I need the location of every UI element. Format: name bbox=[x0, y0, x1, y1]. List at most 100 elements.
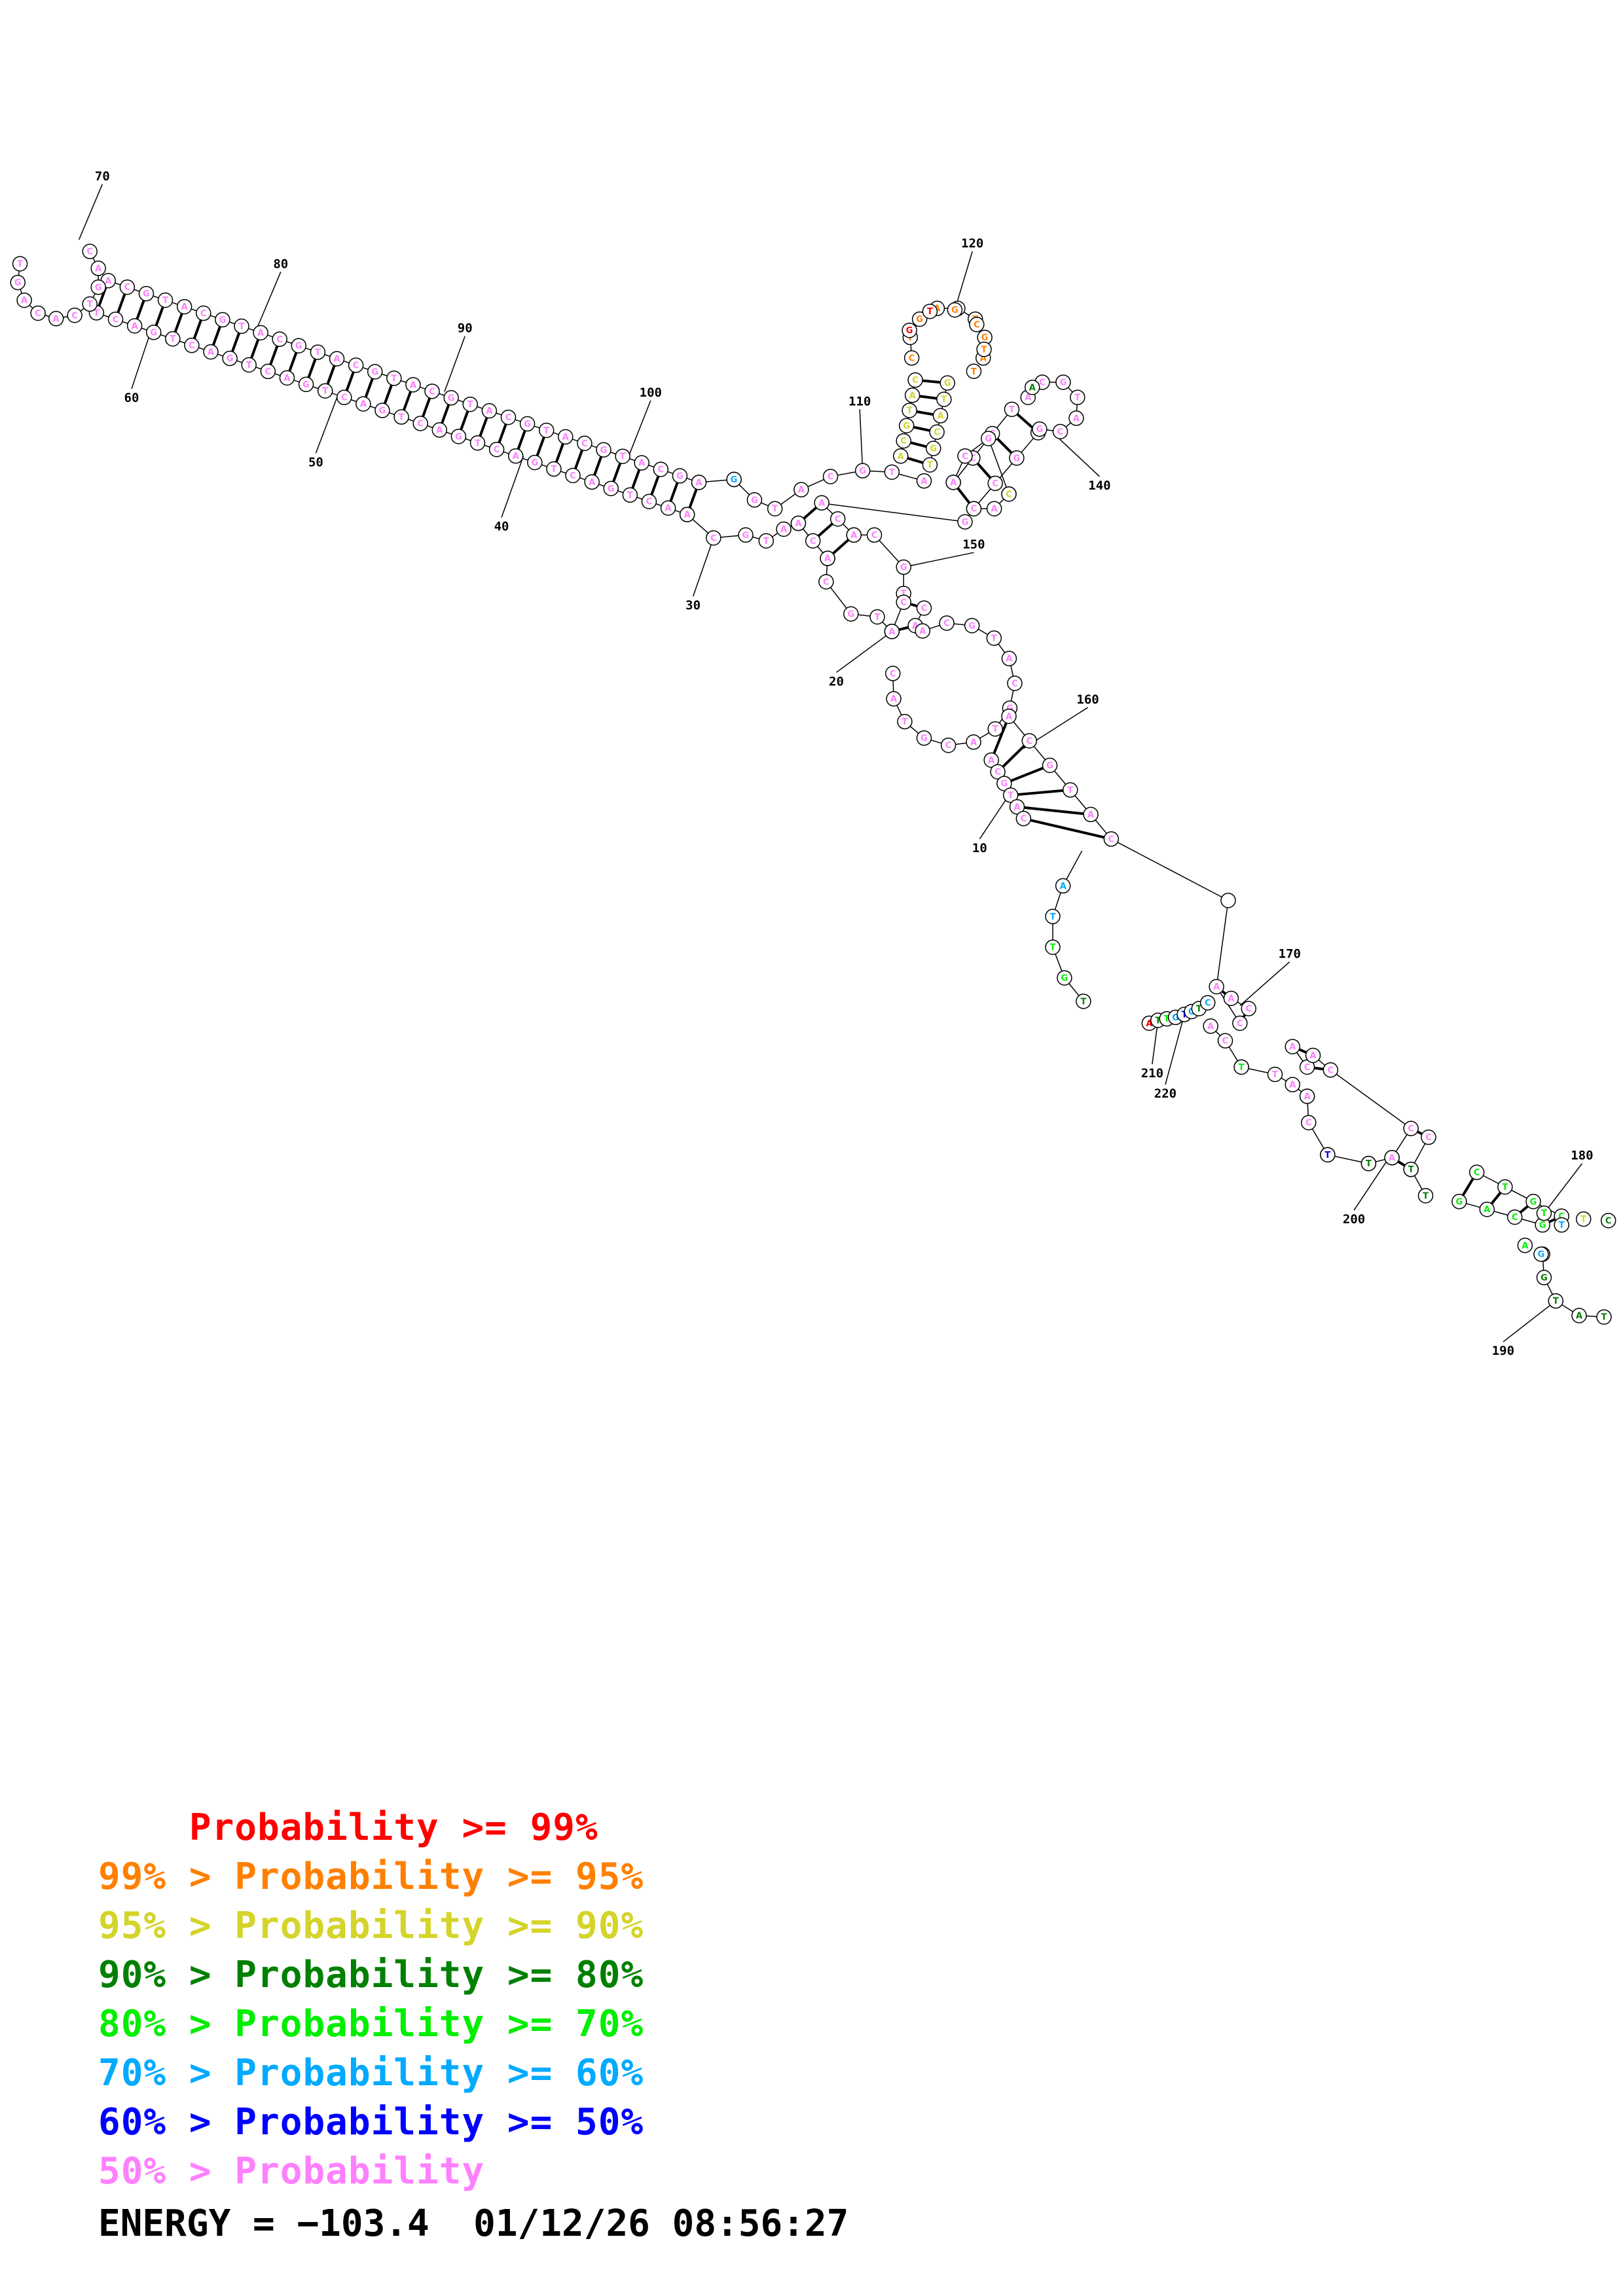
nucleotide-circle bbox=[896, 559, 911, 575]
nucleotide-circle bbox=[987, 475, 1003, 492]
nucleotide: T bbox=[922, 303, 938, 319]
nucleotide-letter: A bbox=[696, 478, 702, 488]
base-pair-bond bbox=[1010, 788, 1070, 797]
nucleotide: C bbox=[1199, 995, 1216, 1011]
nucleotide: C bbox=[653, 461, 669, 477]
nucleotide-letter: C bbox=[943, 619, 950, 628]
nucleotide: C bbox=[1421, 1129, 1436, 1145]
nucleotide: G bbox=[1032, 421, 1048, 437]
nucleotide-circle bbox=[519, 416, 536, 432]
nucleotide-letter: A bbox=[824, 554, 831, 564]
nucleotide-letter: T bbox=[1580, 1215, 1586, 1225]
nucleotide: T bbox=[1267, 1066, 1283, 1083]
nucleotide-circle bbox=[1267, 1066, 1283, 1083]
nucleotide: A bbox=[1571, 1308, 1587, 1323]
nucleotide: C bbox=[1001, 486, 1017, 502]
legend-prefix: 99% > bbox=[98, 1856, 235, 1898]
nucleotide: T bbox=[987, 721, 1003, 737]
nucleotide-circle bbox=[48, 311, 64, 327]
nucleotide: C bbox=[916, 600, 932, 616]
nucleotide: A bbox=[1024, 380, 1040, 395]
nucleotide: C bbox=[1241, 1001, 1257, 1016]
nucleotide-letter: G bbox=[1539, 1221, 1546, 1230]
nucleotide-circle bbox=[215, 312, 230, 328]
nucleotide-circle bbox=[203, 344, 219, 360]
nucleotide-letter: T bbox=[162, 296, 168, 306]
nucleotide: A bbox=[16, 292, 32, 308]
nucleotide: A bbox=[176, 298, 192, 315]
nucleotide: G bbox=[854, 463, 871, 478]
nucleotide-circle bbox=[903, 350, 920, 366]
nucleotide-circle bbox=[30, 305, 46, 321]
nucleotide: G bbox=[911, 311, 928, 327]
nucleotide: A bbox=[279, 370, 295, 386]
nucleotide-letter: G bbox=[143, 289, 150, 299]
nucleotide-circle bbox=[1506, 1209, 1523, 1225]
nucleotide-letter: G bbox=[1538, 1250, 1545, 1260]
nucleotide: C bbox=[940, 737, 957, 753]
nucleotide: A bbox=[329, 351, 345, 367]
nucleotide: A bbox=[405, 377, 421, 393]
nucleotide-letter: T bbox=[927, 461, 933, 471]
nucleotide-letter: A bbox=[1207, 1022, 1214, 1031]
nucleotide-circle bbox=[138, 285, 155, 302]
nucleotide-circle bbox=[374, 403, 390, 418]
nucleotide-circle bbox=[936, 391, 952, 407]
nucleotide: G bbox=[939, 375, 955, 391]
nucleotide: C bbox=[641, 493, 657, 509]
nucleotide: T bbox=[922, 457, 938, 473]
nucleotide-circle bbox=[317, 383, 333, 399]
nucleotide: A bbox=[1384, 1150, 1400, 1166]
legend-row: 95% > Probability >= 90% bbox=[98, 1901, 644, 1950]
nucleotide-letter: A bbox=[909, 391, 916, 401]
position-leader-line bbox=[1239, 961, 1290, 1007]
nucleotide-circle bbox=[1536, 1205, 1552, 1221]
nucleotide-circle bbox=[1285, 1039, 1301, 1054]
nucleotide-letter: G bbox=[1541, 1273, 1548, 1283]
nucleotide-letter: C bbox=[835, 514, 841, 524]
nucleotide-circle bbox=[916, 730, 932, 746]
nucleotide-circle bbox=[1285, 1077, 1301, 1092]
position-label: 220 bbox=[1154, 1086, 1176, 1101]
nucleotide: C bbox=[412, 416, 428, 431]
nucleotide-letter: T bbox=[170, 334, 175, 344]
nucleotide: T bbox=[1004, 401, 1020, 418]
nucleotide-circle bbox=[679, 507, 695, 522]
nucleotide-letter: T bbox=[620, 452, 626, 462]
legend-row: 50% > Probability bbox=[98, 2147, 644, 2196]
nucleotide: T bbox=[884, 464, 900, 480]
nucleotide: A bbox=[507, 448, 524, 464]
position-label: 190 bbox=[1492, 1344, 1514, 1358]
nucleotide-letter: T bbox=[1239, 1063, 1245, 1073]
nucleotide-letter: C bbox=[962, 452, 968, 461]
nucleotide-letter: C bbox=[1205, 999, 1211, 1009]
nucleotide: T bbox=[936, 391, 952, 407]
nucleotide: T bbox=[12, 256, 28, 272]
nucleotide-letter: A bbox=[333, 355, 340, 365]
nucleotide-circle bbox=[776, 521, 792, 537]
nucleotide-letter: A bbox=[1006, 712, 1012, 722]
nucleotide-letter: A bbox=[1576, 1312, 1582, 1321]
nucleotide-letter: A bbox=[132, 321, 138, 331]
nucleotide-circle bbox=[279, 370, 295, 386]
nucleotide-circle bbox=[1007, 675, 1023, 691]
nucleotide-circle bbox=[926, 440, 941, 456]
nucleotide-circle bbox=[596, 442, 611, 458]
nucleotide-letter: G bbox=[455, 432, 462, 442]
nucleotide: C bbox=[1103, 831, 1120, 847]
nucleotide: A bbox=[253, 325, 268, 341]
base-pair-bonds bbox=[95, 280, 1563, 1227]
position-leader-line bbox=[859, 409, 864, 471]
nucleotide-letter: A bbox=[1025, 393, 1031, 403]
nucleotide-circle bbox=[1241, 1001, 1257, 1016]
nucleotide-letter: C bbox=[646, 497, 653, 507]
nucleotide: T bbox=[1548, 1293, 1564, 1309]
nucleotide-circle bbox=[443, 390, 459, 406]
nucleotide: A bbox=[915, 623, 930, 639]
nucleotide-letter: T bbox=[1541, 1209, 1547, 1219]
position-label: 20 bbox=[829, 674, 844, 689]
nucleotide: G bbox=[916, 730, 932, 746]
nucleotide-letter: C bbox=[1012, 679, 1018, 689]
nucleotide-circle bbox=[911, 311, 928, 327]
